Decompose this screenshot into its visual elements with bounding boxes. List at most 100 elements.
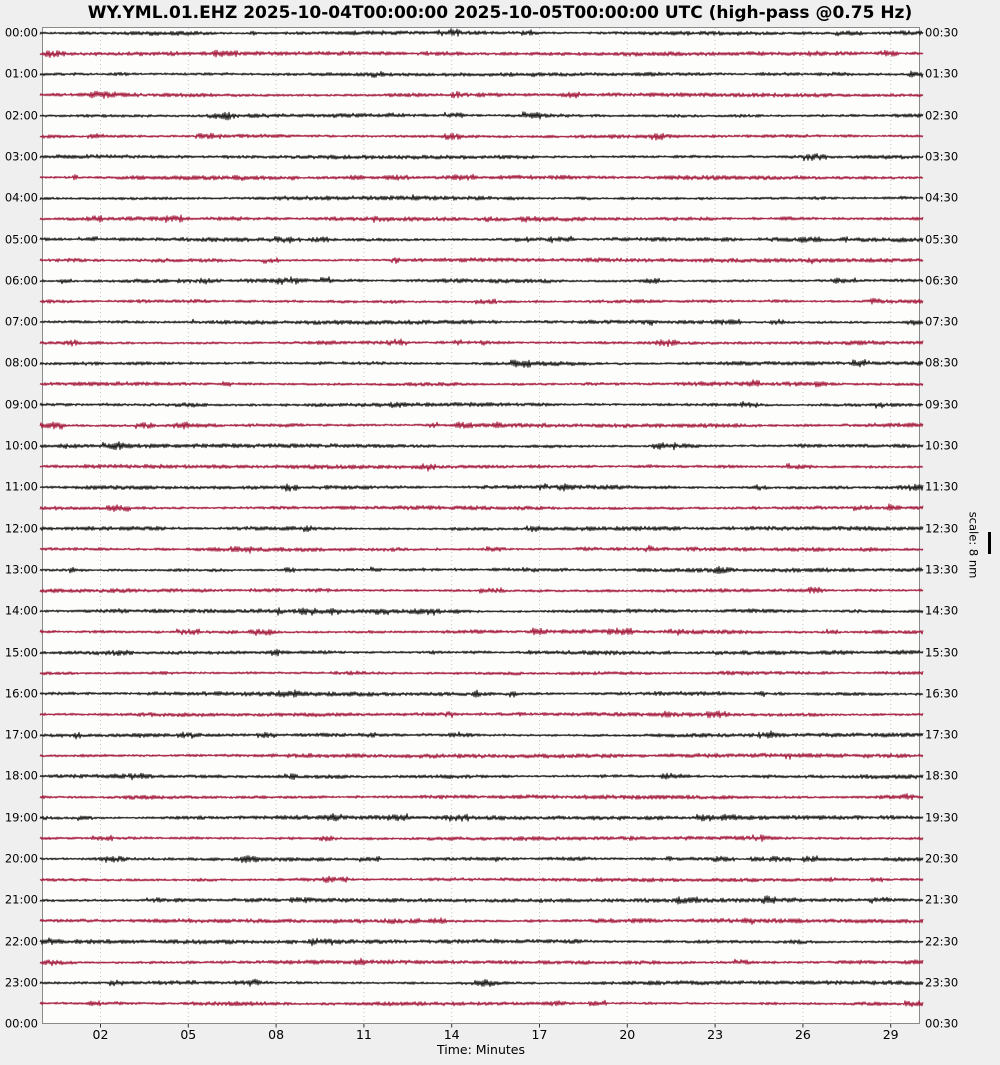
x-tick-label: 20 [619,1027,636,1042]
trace-row [39,257,924,265]
trace-row [39,793,924,801]
trace-row [39,111,924,121]
hour-label-left: 13:00 [4,562,38,577]
hour-label-right: 17:30 [925,727,959,742]
trace-row [39,90,924,99]
trace-row [39,28,924,37]
trace-row [39,483,924,492]
trace-row [39,132,924,141]
hour-label-right: 03:30 [925,149,959,164]
x-axis-title: Time: Minutes [437,1042,525,1057]
trace-row [39,875,924,884]
trace-row [39,710,924,719]
hour-label-left: 07:00 [4,314,38,329]
amplitude-scale-label: scale: 8 nm [966,511,981,579]
trace-row [39,670,924,676]
x-axis-ticks [100,1023,892,1028]
hour-label-left: 02:00 [4,107,38,122]
hour-label-left: 01:00 [4,66,38,81]
seismogram-canvas [39,27,924,1028]
hour-label-left: 23:00 [4,975,38,990]
trace-row [39,235,924,244]
trace-row [39,462,924,472]
x-tick-label: 05 [180,1027,197,1042]
x-tick-label: 17 [531,1027,548,1042]
trace-row [39,813,924,822]
trace-row [39,978,924,987]
hour-label-left: 12:00 [4,520,38,535]
hour-label-left: 22:00 [4,933,38,948]
trace-row [39,957,924,967]
x-tick-label: 08 [268,1027,285,1042]
hour-label-right: 14:30 [925,603,959,618]
trace-row [39,153,924,162]
trace-row [39,441,924,451]
x-tick-label: 23 [707,1027,724,1042]
trace-row [39,194,924,201]
trace-row [39,297,924,305]
trace-row [39,607,924,616]
trace-row [39,730,924,740]
trace-row [39,544,924,554]
hour-label-right: 21:30 [925,892,959,907]
hour-label-right: 09:30 [925,396,959,411]
trace-row [39,379,924,388]
hour-label-right: 20:30 [925,851,959,866]
hour-label-right: 08:30 [925,355,959,370]
hour-label-right: 07:30 [925,314,959,329]
trace-row [39,752,924,760]
hour-label-left: 19:00 [4,809,38,824]
trace-row [39,772,924,781]
trace-row [39,999,924,1008]
trace-row [39,895,924,905]
hour-label-right: 00:30 [925,25,959,40]
hour-label-left: 09:00 [4,396,38,411]
hour-label-right: 00:30 [925,1016,959,1031]
trace-row [39,565,924,574]
plot-frame [42,27,920,1024]
trace-row [39,70,924,78]
hour-label-right: 18:30 [925,768,959,783]
trace-row [39,649,924,657]
trace-row [39,834,924,842]
trace-row [39,421,924,430]
hour-label-left: 15:00 [4,644,38,659]
trace-row [39,276,924,285]
hour-label-right: 12:30 [925,520,959,535]
trace-row [39,937,924,947]
hour-label-left: 17:00 [4,727,38,742]
hour-label-left: 18:00 [4,768,38,783]
hour-label-left: 08:00 [4,355,38,370]
hour-label-right: 02:30 [925,107,959,122]
hour-label-right: 15:30 [925,644,959,659]
hour-label-right: 04:30 [925,190,959,205]
trace-row [39,173,924,182]
trace-row [39,338,924,348]
x-tick-label: 26 [794,1027,811,1042]
hour-label-left: 00:00 [4,1016,38,1031]
plot-title: WY.YML.01.EHZ 2025-10-04T00:00:00 2025-1… [87,3,913,23]
trace-row [39,917,924,925]
hour-label-left: 16:00 [4,686,38,701]
trace-row [39,627,924,636]
hour-label-right: 11:30 [925,479,959,494]
x-tick-label: 02 [92,1027,109,1042]
trace-row [39,503,924,512]
trace-row [39,359,924,368]
trace-row [39,401,924,409]
hour-label-right: 23:30 [925,975,959,990]
hour-label-right: 22:30 [925,933,959,948]
trace-row [39,525,924,533]
trace-row [39,318,924,326]
hour-label-left: 03:00 [4,149,38,164]
hour-label-right: 16:30 [925,686,959,701]
hour-label-left: 00:00 [4,25,38,40]
hour-label-left: 21:00 [4,892,38,907]
hour-label-right: 19:30 [925,809,959,824]
x-tick-label: 14 [443,1027,460,1042]
hour-label-left: 06:00 [4,273,38,288]
trace-row [39,689,924,698]
trace-row [39,586,924,594]
trace-row [39,49,924,58]
x-tick-label: 11 [355,1027,372,1042]
